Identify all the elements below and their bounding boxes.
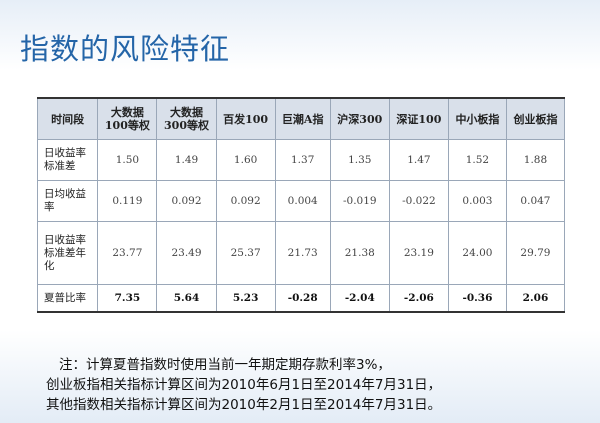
table-row: 日均收益 率 0.119 0.092 0.092 0.004 -0.019 -0.022 0.… xyxy=(36,180,566,222)
notes: 注：计算夏普指数时使用当前一年期定期存款利率3%， 创业板指相关指标计算区间为20… xyxy=(46,355,441,415)
table-cell: 7.35 xyxy=(97,284,158,313)
column-header: 大数据 100等权 xyxy=(97,97,158,140)
column-header: 巨潮A指 xyxy=(274,97,331,140)
table-cell: -2.06 xyxy=(388,284,449,313)
table-cell: 29.79 xyxy=(505,221,566,285)
row-label: 日均收益 率 xyxy=(36,180,99,222)
row-label: 日收益率 标准差年 化 xyxy=(36,221,99,285)
table-cell: 1.52 xyxy=(447,139,507,181)
table-cell: 1.88 xyxy=(505,139,566,181)
table-cell: 1.35 xyxy=(329,139,390,181)
column-header: 时间段 xyxy=(36,97,99,140)
column-header: 沪深300 xyxy=(329,97,390,140)
risk-table: 时间段 大数据 100等权 大数据 300等权 百发100 巨潮A指 沪深300 深证100… xyxy=(36,97,566,313)
table-cell: 0.092 xyxy=(156,180,217,222)
note-line: 创业板指相关指标计算区间为2010年6月1日至2014年7月31日， xyxy=(46,377,442,393)
table-cell: 21.73 xyxy=(274,221,331,285)
row-label: 夏普比率 xyxy=(36,284,99,313)
table-cell: -0.022 xyxy=(388,180,449,222)
table-cell: 1.37 xyxy=(274,139,331,181)
table-cell: 21.38 xyxy=(329,221,390,285)
table-cell: -0.36 xyxy=(447,284,507,313)
table-cell: -0.28 xyxy=(274,284,331,313)
slide-title: 指数的风险特征 xyxy=(20,32,231,66)
note-line: 其他指数相关指标计算区间为2010年2月1日至2014年7月31日。 xyxy=(46,397,442,413)
table-body: 日收益率 标准差 1.50 1.49 1.60 1.37 1.35 1.47 1.52 1.88… xyxy=(36,139,566,313)
row-label: 日收益率 标准差 xyxy=(36,139,99,181)
table-cell: 23.77 xyxy=(97,221,158,285)
note-line: 注：计算夏普指数时使用当前一年期定期存款利率3%， xyxy=(59,357,391,373)
header-row: 时间段 大数据 100等权 大数据 300等权 百发100 巨潮A指 沪深300 深证100… xyxy=(36,97,566,140)
column-header: 深证100 xyxy=(388,97,449,140)
table-cell: 25.37 xyxy=(215,221,276,285)
table-cell: 2.06 xyxy=(505,284,566,313)
table-cell: 0.119 xyxy=(97,180,158,222)
table-cell: 1.47 xyxy=(388,139,449,181)
column-header: 中小板指 xyxy=(447,97,507,140)
table-row: 日收益率 标准差 1.50 1.49 1.60 1.37 1.35 1.47 1.52 1.88 xyxy=(36,139,566,181)
table-cell: 1.49 xyxy=(156,139,217,181)
column-header: 百发100 xyxy=(215,97,276,140)
table-cell: -2.04 xyxy=(329,284,390,313)
table-cell: 0.047 xyxy=(505,180,566,222)
table-cell: 0.003 xyxy=(447,180,507,222)
table-cell: 5.64 xyxy=(156,284,217,313)
column-header: 创业板指 xyxy=(505,97,566,140)
table-cell: 1.50 xyxy=(97,139,158,181)
table-row: 夏普比率 7.35 5.64 5.23 -0.28 -2.04 -2.06 -0.36 2.06 xyxy=(36,284,566,313)
table-cell: 0.092 xyxy=(215,180,276,222)
table-cell: 24.00 xyxy=(447,221,507,285)
table-cell: -0.019 xyxy=(329,180,390,222)
table-row: 日收益率 标准差年 化 23.77 23.49 25.37 21.73 21.38 23.1… xyxy=(36,221,566,285)
table-cell: 23.19 xyxy=(388,221,449,285)
table-cell: 1.60 xyxy=(215,139,276,181)
column-header: 大数据 300等权 xyxy=(156,97,217,140)
table-cell: 5.23 xyxy=(215,284,276,313)
table-head: 时间段 大数据 100等权 大数据 300等权 百发100 巨潮A指 沪深300 深证100… xyxy=(36,97,566,140)
table-cell: 23.49 xyxy=(156,221,217,285)
table-cell: 0.004 xyxy=(274,180,331,222)
